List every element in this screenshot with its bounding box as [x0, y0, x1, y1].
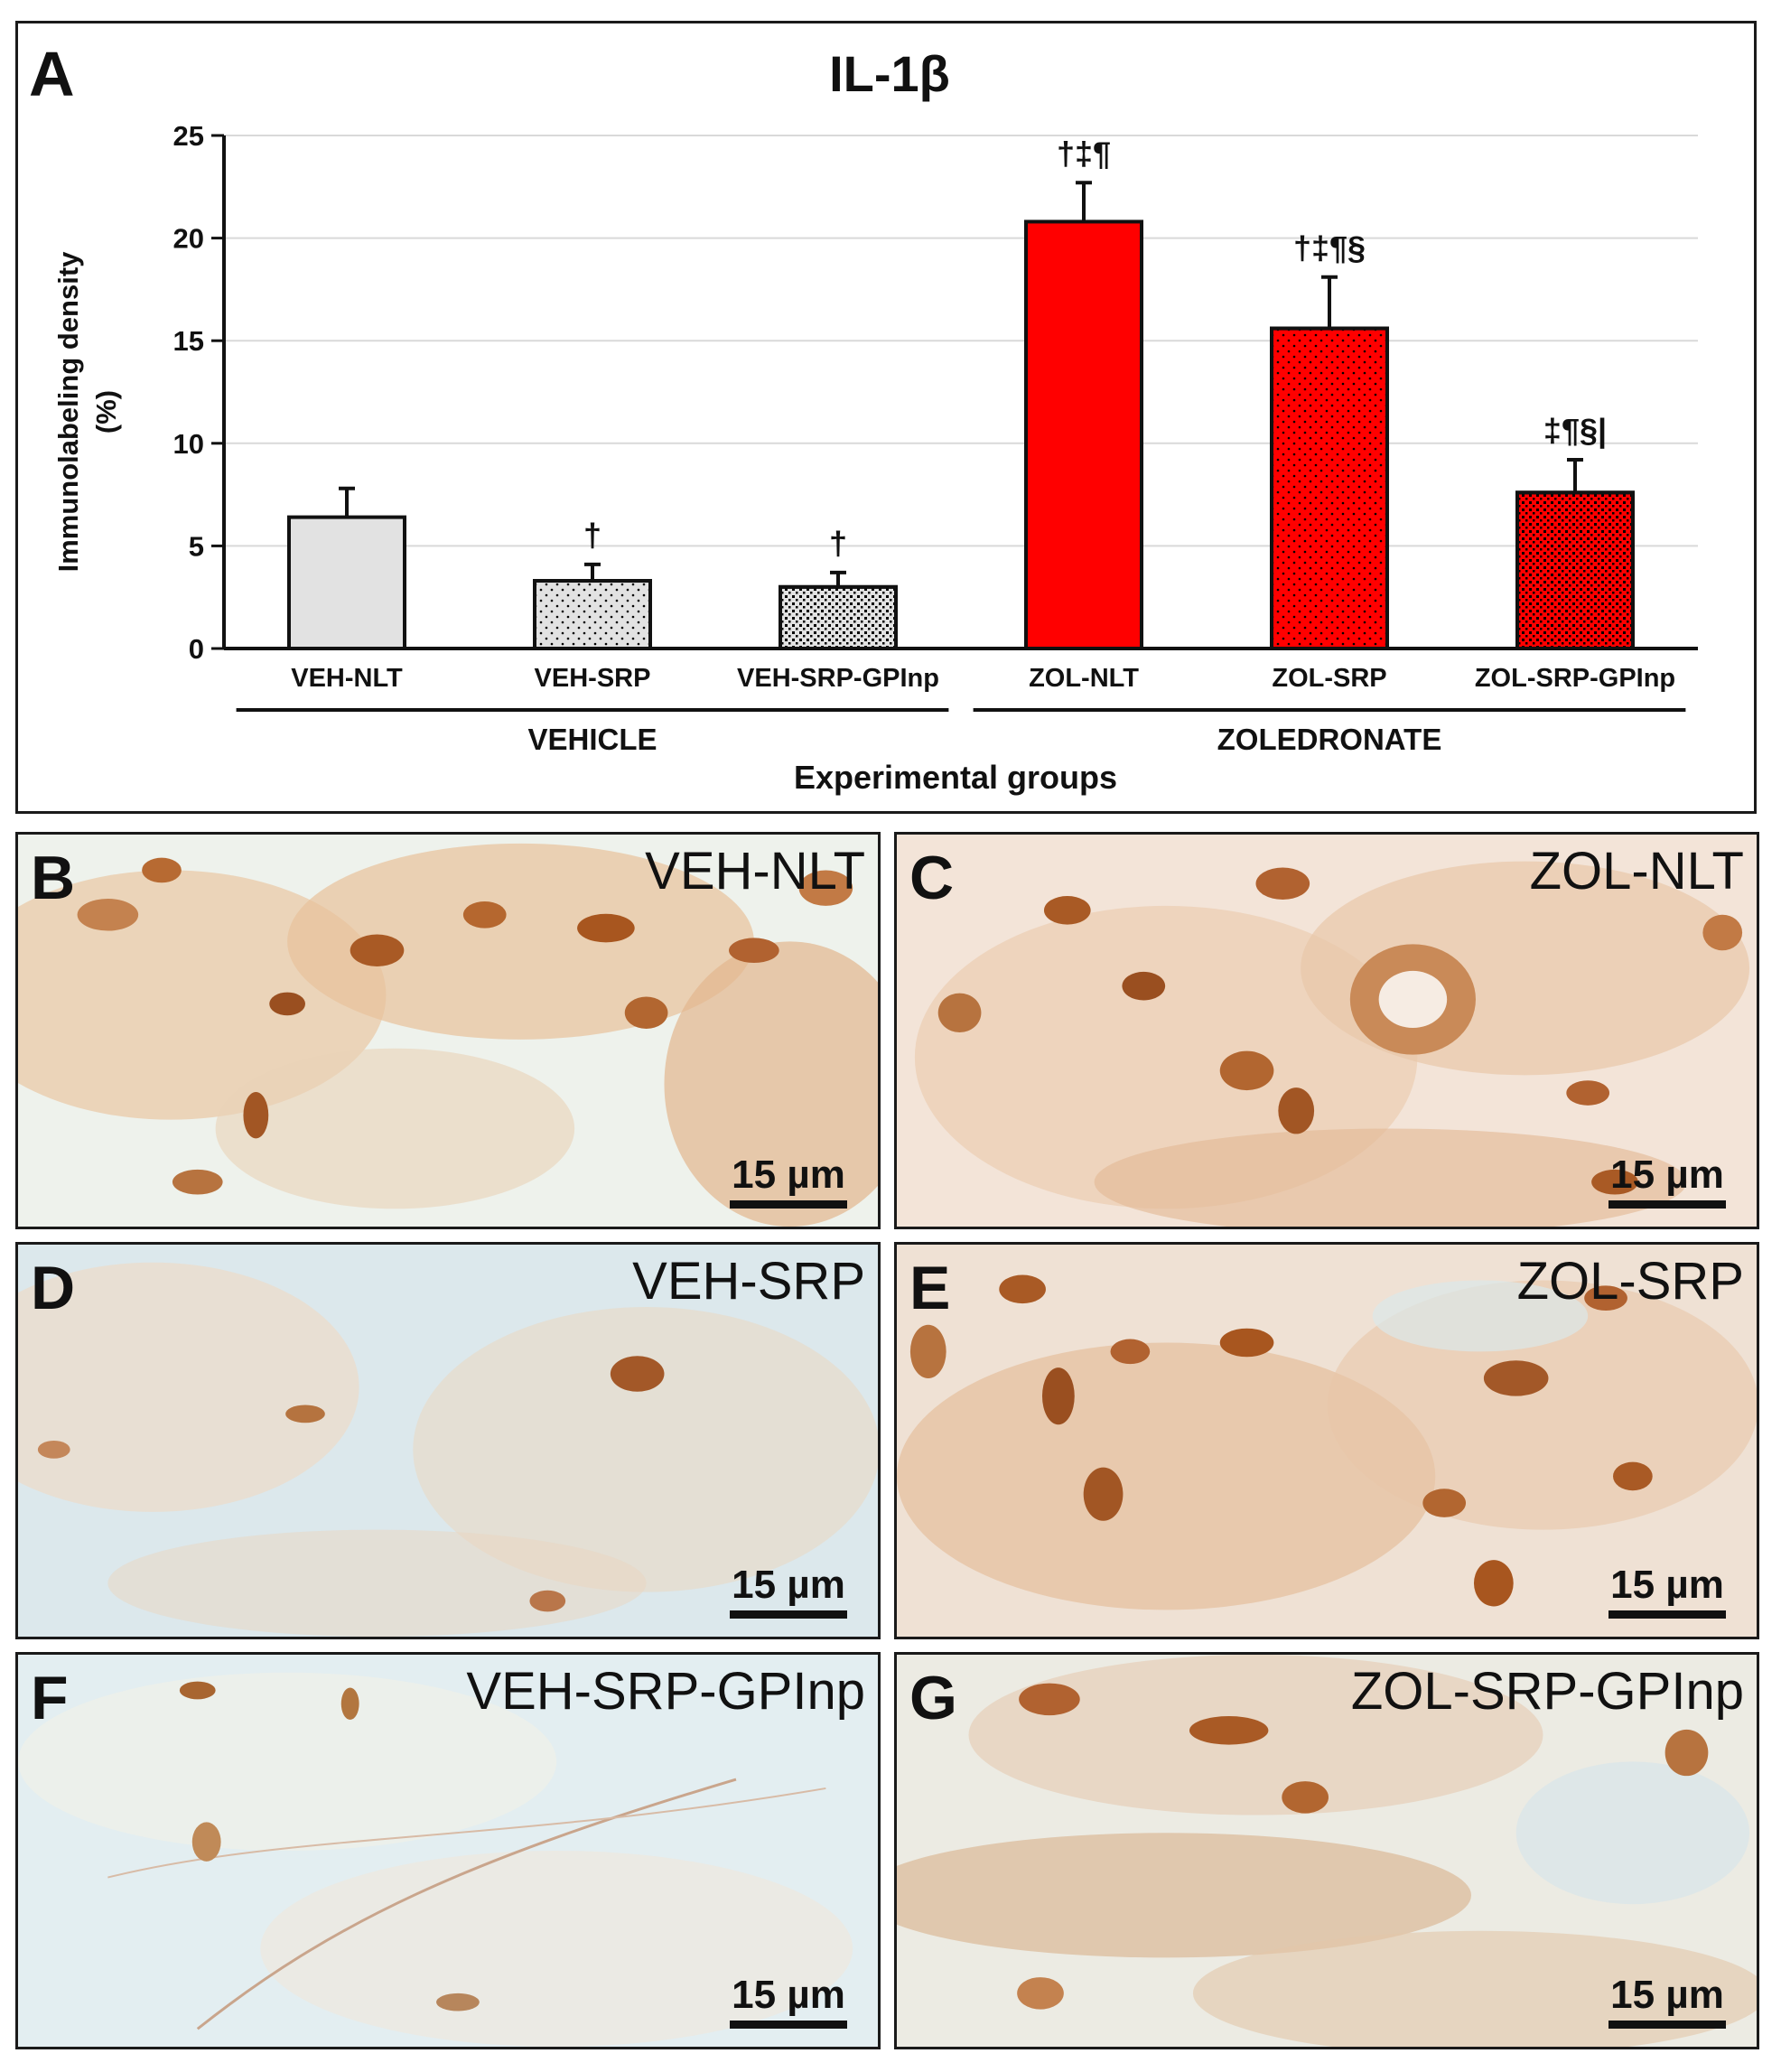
y-axis-label-unit: (%): [90, 390, 122, 434]
scale-label: 15 µm: [1610, 1563, 1724, 1607]
bar-pattern: [1517, 492, 1633, 649]
bar-chart: A IL-1β † † †‡¶ †‡¶§ ‡¶§| 0 5 10 15 20 25 VEH-NLT V…: [29, 39, 1698, 796]
x-tick-label: ZOL-NLT: [1029, 664, 1139, 693]
scale-bar: 15 µm: [730, 1155, 847, 1209]
bar-pattern: [535, 581, 650, 649]
bar-group: †‡¶§: [1270, 229, 1389, 650]
scale-line: [730, 1610, 847, 1619]
panel-letter: C: [909, 844, 955, 912]
gridlines: [224, 135, 1698, 547]
micrograph-panel-g: G ZOL-SRP-GPInp 15 µm: [894, 1652, 1759, 2049]
tissue-image: [897, 1655, 1757, 2047]
axes: 0 5 10 15 20 25 VEH-NLT VEH-SRP VEH-SRP-GPInp ZOL…: [173, 120, 1698, 756]
significance-label: †: [829, 525, 847, 562]
scale-label: 15 µm: [732, 1153, 845, 1197]
scale-bar: 15 µm: [1608, 1975, 1726, 2029]
y-tick-label: 5: [189, 530, 204, 562]
micrograph-panel-c: C ZOL-NLT 15 µm: [894, 832, 1759, 1229]
bar-group: †‡¶: [1024, 135, 1143, 650]
significance-label: ‡¶§|: [1543, 412, 1607, 450]
panel-letter: G: [909, 1664, 957, 1732]
x-tick-label: ZOL-SRP: [1272, 664, 1386, 693]
scale-line: [1608, 1610, 1726, 1619]
scale-line: [730, 2021, 847, 2029]
x-tick-label: VEH-NLT: [291, 664, 403, 693]
bar-group: ‡¶§|: [1515, 412, 1635, 650]
chart-title: IL-1β: [829, 45, 950, 102]
panel-letter: F: [31, 1664, 69, 1732]
group-label: VEH-SRP: [632, 1252, 865, 1311]
y-axis-label: Immunolabeling density: [52, 251, 84, 573]
scale-bar: 15 µm: [1608, 1565, 1726, 1619]
significance-label: †‡¶§: [1293, 229, 1366, 266]
tissue-image: [897, 835, 1757, 1227]
group-label: VEH-NLT: [645, 842, 865, 901]
tissue-image: [18, 1655, 878, 2047]
panel-letter: E: [909, 1254, 951, 1322]
bar-pattern: [1272, 328, 1387, 649]
y-tick-label: 10: [173, 428, 204, 460]
y-tick-label: 20: [173, 223, 204, 255]
panel-letter: B: [31, 844, 76, 912]
micrograph-panel-e: E ZOL-SRP 15 µm: [894, 1242, 1759, 1639]
bar: [287, 515, 406, 650]
scale-label: 15 µm: [1610, 1973, 1724, 2017]
bar-group: [287, 486, 406, 650]
group-label: ZOLEDRONATE: [1217, 723, 1442, 756]
micrograph-panel-d: D VEH-SRP 15 µm: [15, 1242, 881, 1639]
tissue-image: [897, 1245, 1757, 1637]
scale-label: 15 µm: [732, 1563, 845, 1607]
scale-line: [1608, 2021, 1726, 2029]
x-tick-label: VEH-SRP-GPInp: [737, 664, 939, 693]
bar-group: †: [533, 517, 652, 650]
bar-pattern: [780, 586, 896, 649]
panel-letter-a: A: [29, 39, 75, 109]
panel-letter: D: [31, 1254, 76, 1322]
y-tick-label: 15: [173, 325, 204, 357]
significance-label: †‡¶: [1057, 135, 1111, 172]
y-tick-label: 0: [189, 633, 204, 665]
micrograph-panel-b: B VEH-NLT 15 µm: [15, 832, 881, 1229]
group-label: ZOL-SRP-GPInp: [1350, 1662, 1744, 1721]
group-label: VEH-SRP-GPInp: [466, 1662, 865, 1721]
y-tick-label: 25: [173, 120, 204, 152]
bar: [1024, 219, 1143, 650]
scale-label: 15 µm: [1610, 1153, 1724, 1197]
scale-bar: 15 µm: [730, 1975, 847, 2029]
scale-line: [1608, 1200, 1726, 1209]
bars: † † †‡¶ †‡¶§ ‡¶§|: [287, 135, 1635, 651]
scale-bar: 15 µm: [730, 1565, 847, 1619]
group-label: ZOL-SRP: [1516, 1252, 1744, 1311]
group-label: ZOL-NLT: [1529, 842, 1744, 901]
tissue-image: [18, 1245, 878, 1637]
scale-line: [730, 1200, 847, 1209]
scale-label: 15 µm: [732, 1973, 845, 2017]
x-tick-label: VEH-SRP: [535, 664, 651, 693]
tissue-image: [18, 835, 878, 1227]
x-tick-label: ZOL-SRP-GPInp: [1475, 664, 1675, 693]
bar-group: †: [779, 525, 898, 651]
significance-label: †: [583, 517, 601, 554]
group-label: VEHICLE: [527, 723, 657, 756]
chart-panel: A IL-1β † † †‡¶ †‡¶§ ‡¶§| 0 5 10 15 20 25 VEH-NLT V…: [15, 21, 1757, 814]
micrograph-panel-f: F VEH-SRP-GPInp 15 µm: [15, 1652, 881, 2049]
x-axis-label: Experimental groups: [794, 759, 1117, 796]
scale-bar: 15 µm: [1608, 1155, 1726, 1209]
